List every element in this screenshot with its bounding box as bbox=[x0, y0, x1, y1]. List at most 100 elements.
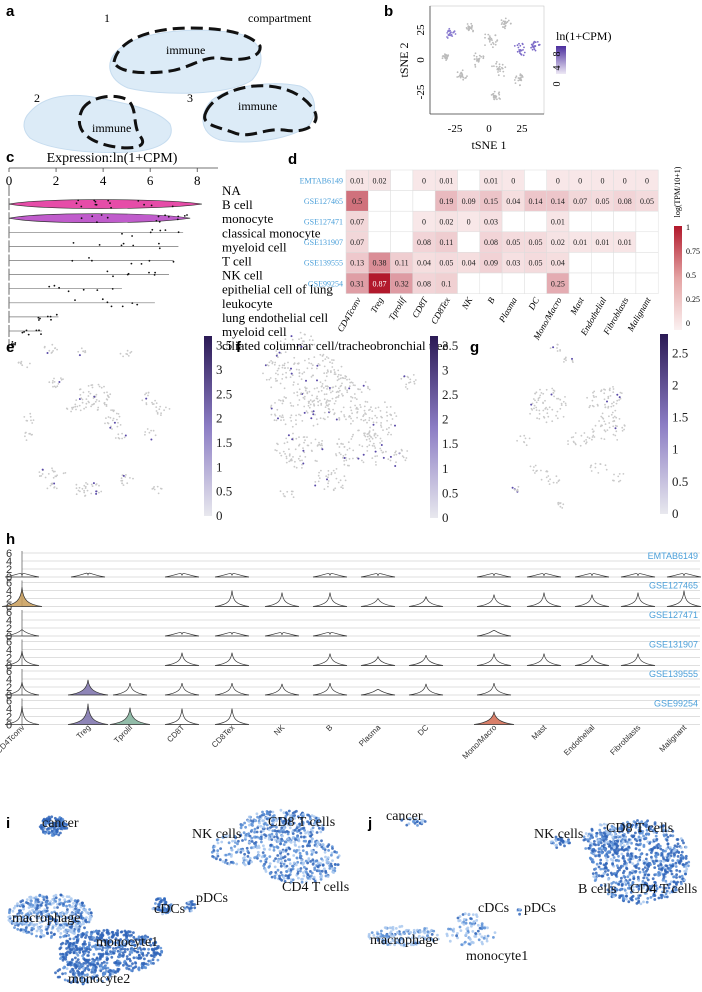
umap-point bbox=[59, 932, 63, 935]
feature-point bbox=[325, 393, 328, 395]
umap-point bbox=[156, 897, 160, 901]
umap-point bbox=[32, 911, 36, 914]
feature-point bbox=[293, 356, 296, 359]
umap-point bbox=[664, 829, 668, 833]
feature-point bbox=[121, 437, 123, 440]
umap-point bbox=[250, 840, 254, 843]
umap-point bbox=[83, 919, 87, 923]
umap-point bbox=[84, 908, 88, 912]
violin-h-ytick: 0 bbox=[6, 720, 12, 732]
umap-point bbox=[627, 838, 631, 841]
feature-point bbox=[280, 416, 283, 418]
umap-point bbox=[44, 925, 48, 929]
feature-point bbox=[310, 335, 312, 338]
feature-point bbox=[382, 456, 385, 459]
umap-point bbox=[286, 832, 290, 836]
tsne-point bbox=[496, 98, 498, 101]
umap-point bbox=[187, 907, 191, 910]
heatmap-cell-value: 0.01 bbox=[551, 218, 565, 227]
umap-point bbox=[675, 873, 678, 877]
violin-c-point bbox=[121, 305, 124, 308]
umap-point bbox=[255, 812, 259, 816]
violin-h-shape bbox=[360, 597, 396, 607]
umap-point bbox=[629, 890, 633, 894]
umap-point bbox=[62, 925, 65, 929]
feature-point bbox=[74, 403, 77, 406]
violin-c-point bbox=[110, 305, 113, 308]
feature-point bbox=[560, 402, 563, 405]
umap-point bbox=[675, 845, 679, 848]
umap-point bbox=[628, 854, 632, 858]
umap-point bbox=[667, 852, 670, 856]
umap-point bbox=[162, 906, 166, 909]
feature-point bbox=[608, 426, 611, 429]
feature-point bbox=[275, 419, 278, 422]
umap-point bbox=[130, 933, 133, 937]
violin-c-point bbox=[88, 257, 90, 259]
feature-point bbox=[551, 387, 554, 390]
umap-point bbox=[316, 824, 320, 827]
feature-point bbox=[292, 432, 294, 435]
cluster-1-label: 1 bbox=[104, 11, 110, 25]
feature-point bbox=[116, 425, 119, 428]
umap-point bbox=[555, 846, 559, 849]
umap-point bbox=[641, 868, 645, 871]
feature-point bbox=[545, 470, 548, 473]
feature-point bbox=[366, 401, 369, 403]
feature-colorbar-tick: 1.5 bbox=[672, 410, 688, 425]
feature-point bbox=[313, 387, 316, 390]
feature-point bbox=[532, 469, 535, 472]
feature-point bbox=[275, 372, 277, 375]
umap-point bbox=[638, 848, 641, 852]
umap-point bbox=[481, 926, 484, 930]
feature-point bbox=[154, 434, 157, 437]
feature-point bbox=[340, 384, 343, 387]
feature-point bbox=[295, 423, 297, 426]
feature-point bbox=[284, 351, 287, 353]
violin-c-point bbox=[132, 244, 135, 247]
feature-point bbox=[350, 409, 353, 412]
umap-point bbox=[661, 878, 665, 882]
umap-point bbox=[668, 891, 672, 895]
feature-point bbox=[158, 408, 161, 411]
feature-point bbox=[110, 409, 112, 411]
feature-point bbox=[307, 400, 310, 403]
panel-i: i cancer NK cells CD8 T cells CD4 T cell… bbox=[6, 808, 349, 987]
heatmap-cell bbox=[390, 169, 414, 191]
umap-point bbox=[122, 961, 126, 964]
feature-point bbox=[282, 419, 285, 421]
umap-point bbox=[215, 838, 219, 842]
umap-point bbox=[613, 845, 616, 849]
feature-point bbox=[362, 461, 365, 464]
umap-point bbox=[282, 811, 286, 815]
umap-point bbox=[61, 952, 65, 956]
umap-point bbox=[330, 851, 334, 855]
heatmap-cell-value: 0.32 bbox=[395, 279, 409, 288]
violin-h-shape bbox=[312, 632, 348, 637]
feature-point bbox=[604, 464, 607, 467]
feature-point bbox=[95, 483, 97, 486]
violin-c-point bbox=[93, 199, 96, 202]
feature-point bbox=[307, 358, 310, 360]
umap-point bbox=[269, 810, 272, 814]
umap-point bbox=[228, 852, 231, 856]
violin-c-point bbox=[12, 345, 15, 348]
violin-c-point bbox=[77, 199, 80, 202]
umap-point bbox=[155, 946, 159, 949]
umap-point bbox=[263, 848, 266, 851]
umap-point bbox=[675, 838, 679, 841]
feature-point bbox=[528, 437, 531, 440]
umap-point bbox=[677, 851, 681, 854]
umap-point bbox=[127, 933, 130, 937]
feature-point bbox=[279, 340, 282, 343]
feature-point bbox=[572, 361, 574, 363]
heatmap-cell-value: 0.02 bbox=[551, 238, 565, 247]
feature-point bbox=[327, 470, 330, 472]
umap-point bbox=[330, 853, 333, 857]
umap-point bbox=[59, 823, 63, 827]
panel-j: j cancer NK cells CD8 T cells B cells CD… bbox=[367, 809, 697, 964]
umap-point bbox=[614, 881, 618, 885]
umap-point bbox=[73, 975, 77, 978]
feature-point bbox=[266, 363, 268, 366]
umap-point bbox=[297, 837, 301, 841]
